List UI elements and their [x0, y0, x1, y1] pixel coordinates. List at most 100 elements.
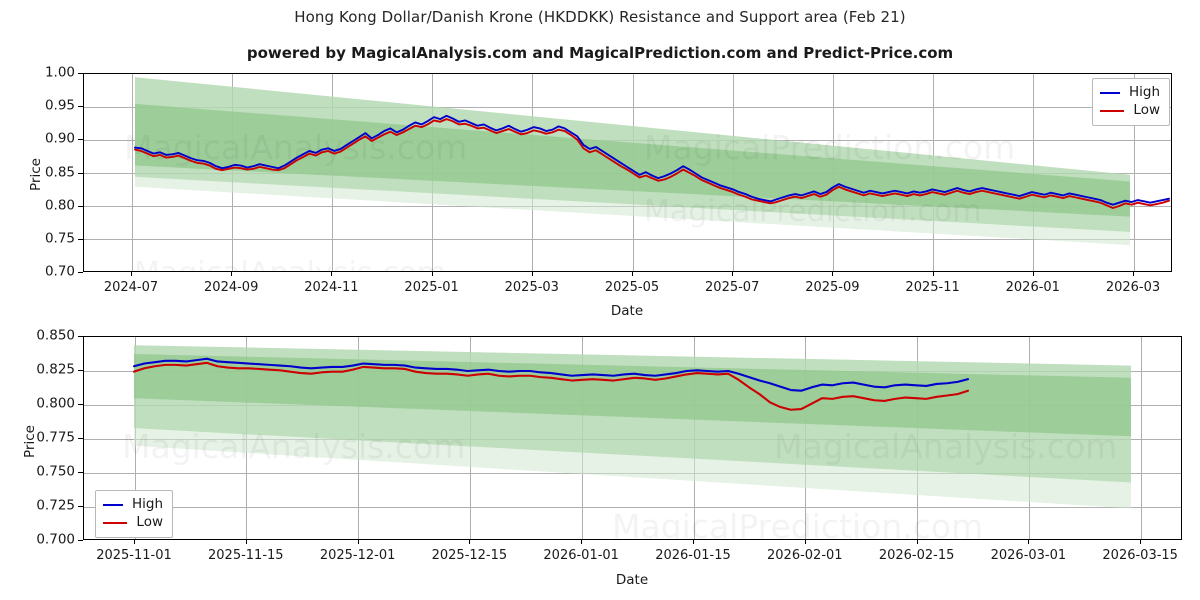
series-line-high — [134, 114, 1170, 206]
x-axis-tick-mark — [331, 272, 333, 276]
x-axis-tick-mark — [693, 540, 694, 544]
x-axis-tick-mark — [1140, 540, 1142, 544]
legend-swatch-low — [103, 522, 128, 524]
band-inner — [134, 354, 1131, 437]
x-axis-tick-mark — [581, 540, 583, 544]
legend-swatch-low — [1100, 110, 1125, 112]
x-axis-tick-label: 2026-02-01 — [767, 548, 843, 563]
series-layer — [132, 357, 970, 411]
x-axis-tick-label: 2026-01-15 — [655, 548, 731, 563]
x-axis-tick-label: 2025-12-15 — [431, 548, 508, 563]
y-axis-tick-label: 0.775 — [36, 429, 75, 446]
x-axis-tick-mark — [916, 540, 918, 544]
y-axis-tick-label: 0.70 — [44, 263, 75, 280]
gridline-horizontal — [84, 106, 1171, 108]
x-axis-tick-label: 2025-07 — [705, 280, 760, 295]
x-axis-tick-mark — [932, 272, 934, 276]
y-axis-tick-mark — [78, 370, 83, 371]
legend-label-low: Low — [136, 514, 163, 531]
x-axis-tick-mark — [1133, 272, 1134, 276]
x-axis-tick-mark — [1028, 540, 1030, 544]
x-axis-tick-mark — [469, 540, 471, 544]
y-axis-tick-label: 0.95 — [44, 97, 75, 114]
overview-legend[interactable]: High Low — [1092, 78, 1170, 126]
detail-legend[interactable]: High Low — [95, 490, 173, 538]
x-axis-tick-mark — [732, 272, 734, 276]
x-axis-tick-label: 2025-12-01 — [319, 548, 396, 563]
detail-plot-area: MagicalAnalysis.comMagicalPrediction.com… — [83, 336, 1182, 540]
legend-label-high: High — [1128, 84, 1160, 101]
y-axis-tick-label: 0.700 — [36, 531, 75, 548]
x-axis-tick-mark — [131, 272, 132, 276]
detail-y-axis-label: Price — [22, 425, 38, 458]
x-axis-tick-mark — [832, 272, 834, 276]
legend-entry-low: Low — [1100, 102, 1160, 120]
y-axis-tick-label: 0.80 — [44, 196, 75, 213]
y-axis-tick-label: 0.750 — [36, 463, 75, 480]
series-line-low — [132, 361, 970, 411]
gridline-vertical — [1133, 74, 1135, 271]
y-axis-tick-mark — [78, 272, 83, 273]
x-axis-tick-mark — [231, 272, 233, 276]
y-axis-tick-mark — [78, 106, 83, 108]
gridline-vertical — [131, 74, 133, 271]
x-axis-tick-label: 2025-11 — [905, 280, 960, 295]
gridline-horizontal — [84, 506, 1181, 508]
x-axis-tick-label: 2025-05 — [604, 280, 660, 295]
legend-swatch-high — [103, 504, 123, 506]
x-axis-tick-label: 2026-01 — [1005, 280, 1060, 295]
y-axis-tick-mark — [78, 238, 83, 240]
y-axis-tick-mark — [78, 336, 83, 337]
x-axis-tick-label: 2025-11-01 — [96, 548, 172, 563]
y-axis-tick-mark — [78, 139, 83, 141]
x-axis-tick-label: 2026-03-15 — [1102, 548, 1178, 563]
legend-swatch-high — [1100, 92, 1120, 94]
detail-chart-panel: MagicalAnalysis.comMagicalPrediction.com… — [83, 336, 1182, 540]
legend-entry-low: Low — [103, 514, 163, 532]
y-axis-tick-mark — [78, 540, 83, 541]
x-axis-tick-label: 2024-07 — [103, 280, 159, 295]
x-axis-tick-mark — [632, 272, 633, 276]
y-axis-tick-label: 0.850 — [36, 327, 75, 344]
series-layer — [134, 114, 1170, 209]
overview-x-axis-label: Date — [610, 303, 644, 319]
overview-y-axis-label: Price — [28, 158, 44, 191]
x-axis-tick-label: 2026-03-01 — [990, 548, 1067, 563]
x-axis-tick-label: 2025-01 — [404, 280, 459, 295]
x-axis-tick-mark — [804, 540, 806, 544]
x-axis-tick-mark — [431, 272, 433, 276]
y-axis-tick-label: 1.00 — [44, 64, 75, 81]
x-axis-tick-label: 2024-11 — [304, 280, 359, 295]
series-line-high — [132, 357, 970, 392]
y-axis-tick-label: 0.825 — [36, 361, 75, 378]
x-axis-tick-label: 2026-03 — [1105, 280, 1161, 295]
series-line-low — [134, 118, 1170, 209]
y-axis-tick-mark — [78, 472, 83, 473]
x-axis-tick-label: 2024-09 — [204, 280, 259, 295]
overview-chart-panel: MagicalAnalysis.comMagicalPrediction.com… — [83, 73, 1172, 272]
y-axis-tick-mark — [78, 506, 83, 507]
legend-label-high: High — [131, 496, 163, 513]
y-axis-tick-label: 0.800 — [36, 395, 75, 412]
y-axis-tick-label: 0.725 — [36, 497, 75, 514]
y-axis-tick-label: 0.85 — [44, 163, 75, 180]
support-resistance-bands — [134, 345, 1131, 509]
legend-entry-high: High — [1100, 84, 1160, 102]
x-axis-tick-label: 2026-01-01 — [543, 548, 619, 563]
x-axis-tick-mark — [134, 540, 135, 544]
legend-entry-high: High — [103, 496, 163, 514]
y-axis-tick-mark — [78, 404, 83, 405]
y-axis-tick-label: 0.90 — [44, 130, 75, 147]
page-title: Hong Kong Dollar/Danish Krone (HKDDKK) R… — [294, 8, 906, 26]
y-axis-tick-mark — [78, 438, 83, 439]
gridline-horizontal — [84, 239, 1171, 241]
y-axis-tick-mark — [78, 205, 83, 207]
gridline-vertical — [1140, 337, 1142, 539]
x-axis-tick-mark — [531, 272, 533, 276]
x-axis-tick-label: 2025-11-15 — [208, 548, 284, 563]
y-axis-tick-label: 0.75 — [44, 230, 75, 247]
x-axis-tick-mark — [1032, 272, 1034, 276]
x-axis-tick-mark — [357, 540, 359, 544]
y-axis-tick-mark — [78, 73, 83, 74]
